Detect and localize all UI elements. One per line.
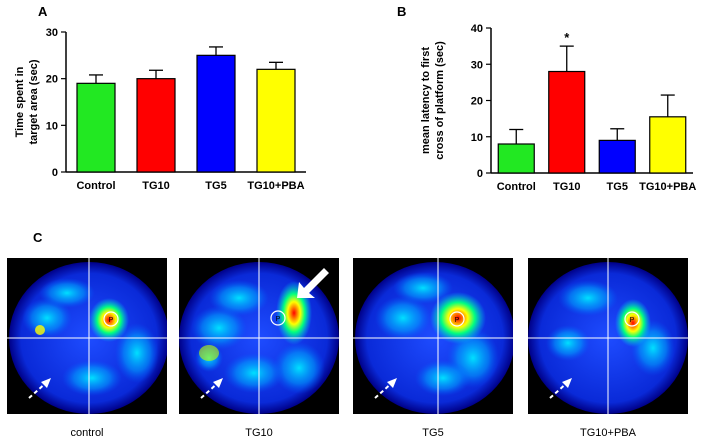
significance-marker: * (564, 30, 570, 45)
heatmap-tg10-pba: P (528, 258, 688, 414)
x-tick-label: TG5 (205, 180, 226, 192)
panel-label-a: A (38, 4, 48, 19)
y-tick-label: 20 (46, 74, 58, 86)
bar-tg10-pba (256, 68, 296, 173)
dashed-arrow-icon (387, 378, 397, 388)
y-tick-label: 30 (46, 27, 58, 39)
heatmap-tg10: P (179, 258, 339, 414)
y-axis-label-line: cross of platform (sec) (434, 41, 446, 160)
panel-label-b: B (397, 4, 407, 19)
heatmap-control: P (7, 258, 167, 414)
x-tick-label: Control (76, 180, 115, 192)
chart-a: 0 10 20 30 Control TG10 TG5 TG10+PBA Time spent … (14, 27, 306, 192)
bar-control (76, 82, 116, 173)
y-axis-label-line: mean latency to first (420, 47, 432, 154)
panel-label-c: C (33, 230, 43, 245)
y-tick-label: 0 (52, 167, 58, 179)
bar-tg10 (136, 78, 176, 173)
y-tick-label: 10 (471, 132, 483, 144)
chart-b: 0 10 20 30 40 Control TG10 TG5 TG10+PBA * mean lat… (420, 23, 696, 193)
y-tick-label: 40 (471, 23, 483, 35)
bar-tg5 (196, 54, 236, 173)
solid-arrow-icon (297, 268, 329, 298)
platform-marker: P (630, 317, 635, 324)
x-tick-label: TG5 (607, 181, 628, 193)
y-axis-label: mean latency to first cross of platform (… (420, 41, 446, 160)
heatmap-tg5: P (353, 258, 513, 414)
heatmap-caption-tg5: TG5 (422, 427, 444, 439)
bar-tg10 (548, 70, 586, 174)
platform-marker: P (276, 316, 281, 323)
x-tick-label: TG10 (553, 181, 581, 193)
y-axis-label-line: Time spent in (14, 66, 26, 137)
platform-marker: P (109, 317, 114, 324)
dashed-arrow-icon (213, 378, 223, 388)
heatmap-caption-tg10: TG10 (245, 427, 273, 439)
y-tick-label: 10 (46, 120, 58, 132)
bar-tg10-pba (649, 116, 687, 174)
y-axis-label: Time spent in target area (sec) (14, 59, 40, 144)
dashed-arrow-icon (562, 378, 572, 388)
heatmap-caption-control: control (70, 427, 104, 439)
y-tick-label: 30 (471, 59, 483, 71)
x-tick-label: TG10+PBA (247, 180, 304, 192)
y-axis-label-line: target area (sec) (28, 59, 40, 144)
platform-marker: P (455, 317, 460, 324)
x-tick-label: Control (497, 181, 536, 193)
bar-tg5 (598, 139, 636, 174)
bar-control (497, 143, 535, 174)
y-tick-label: 20 (471, 96, 483, 108)
x-tick-label: TG10 (142, 180, 170, 192)
y-tick-label: 0 (477, 168, 483, 180)
x-tick-label: TG10+PBA (639, 181, 696, 193)
dashed-arrow-icon (41, 378, 51, 388)
heatmap-caption-tg10-pba: TG10+PBA (580, 427, 636, 439)
